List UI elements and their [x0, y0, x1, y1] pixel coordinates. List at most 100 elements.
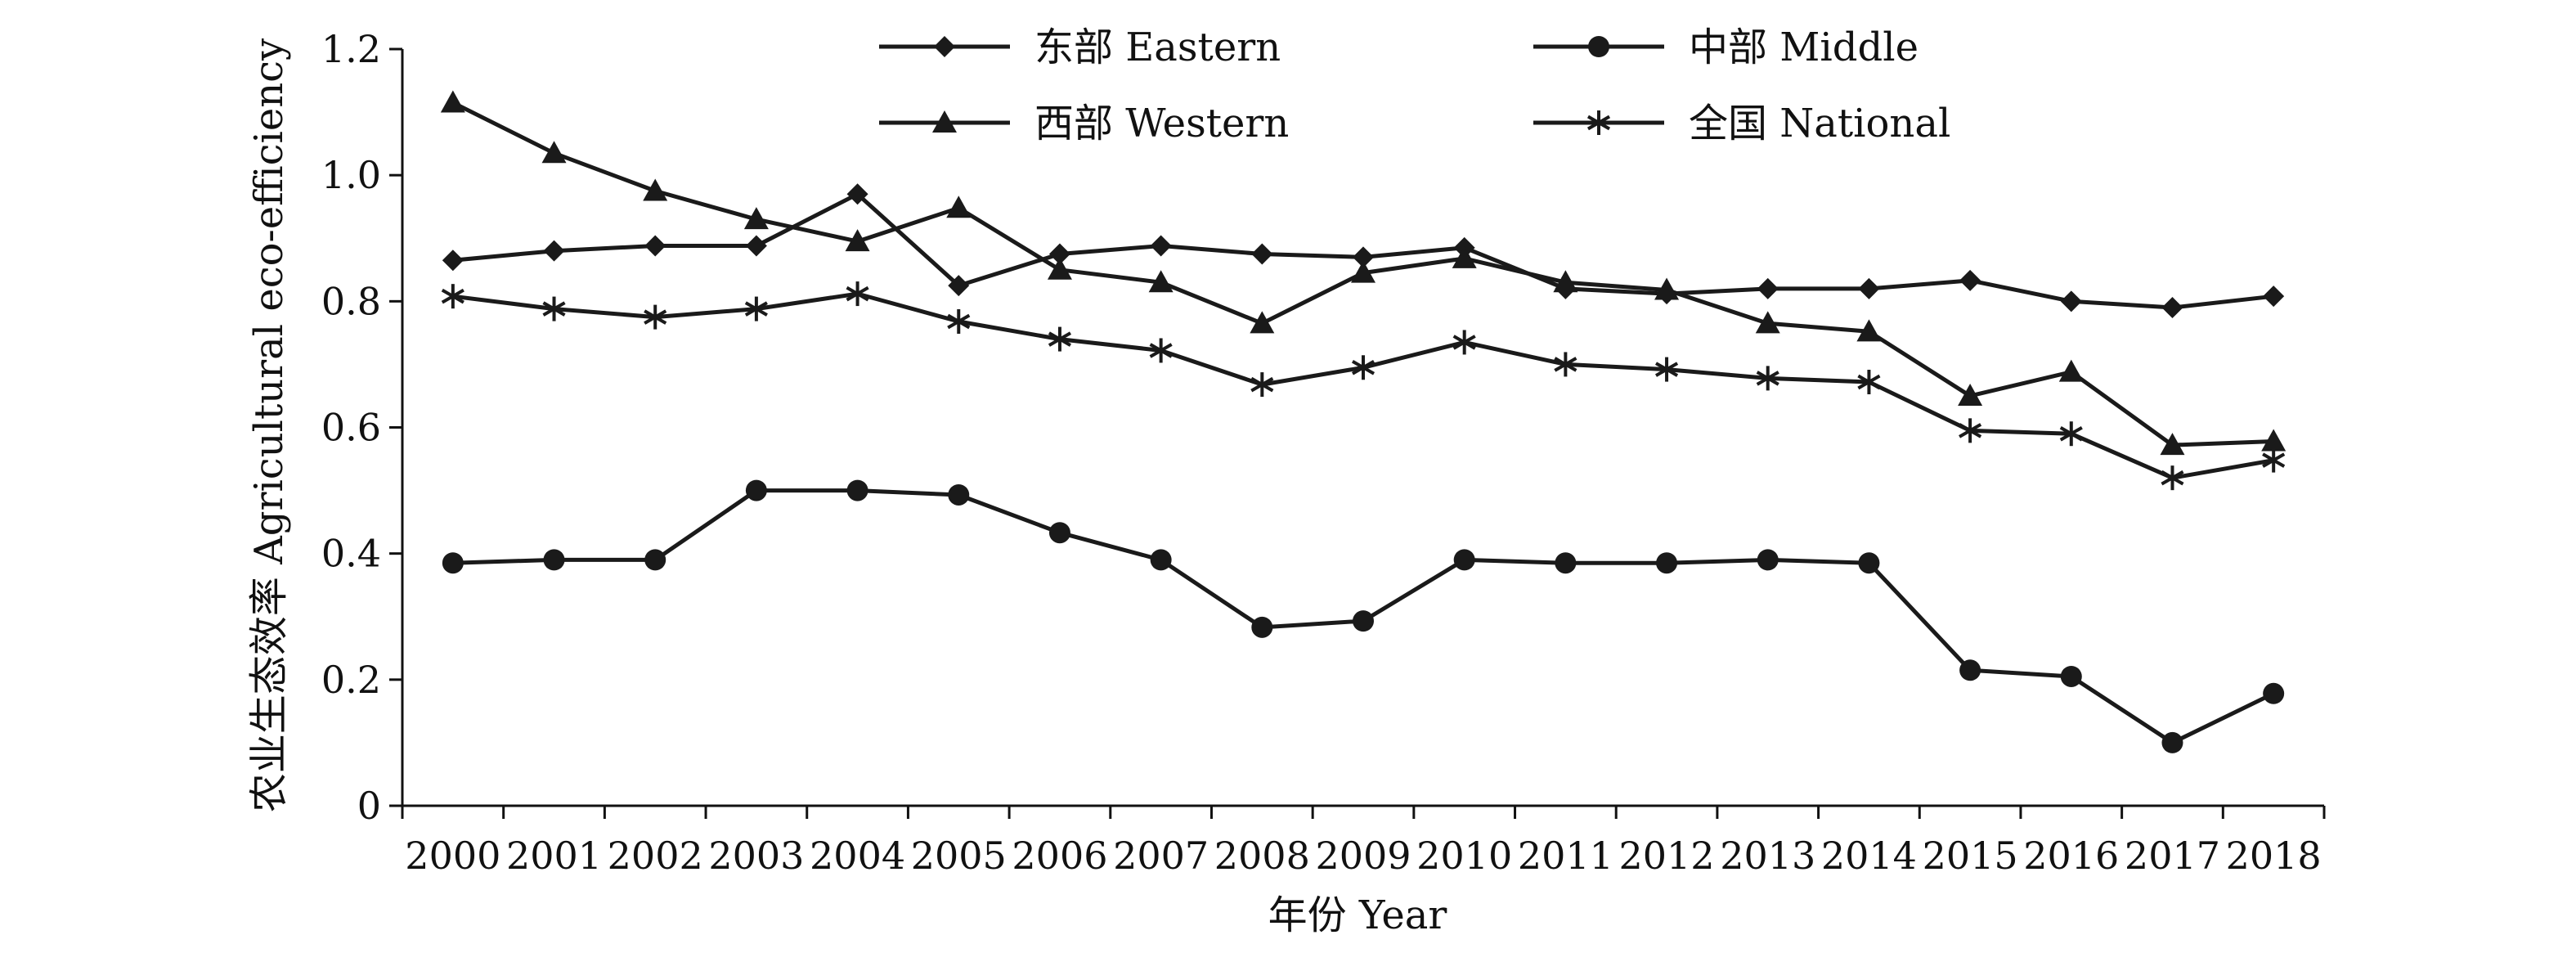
data-point — [1150, 549, 1172, 571]
data-point — [1150, 235, 1172, 257]
data-point — [1251, 616, 1273, 638]
data-point — [1857, 370, 1881, 394]
x-tick-label: 2006 — [1012, 834, 1107, 878]
y-tick-label: 0.4 — [321, 532, 381, 576]
data-point — [1555, 552, 1577, 574]
data-point — [1856, 319, 1882, 342]
data-point — [1959, 659, 1981, 681]
data-point — [947, 309, 971, 334]
x-tick-label: 2001 — [506, 834, 602, 878]
data-point — [1048, 326, 1071, 352]
legend-label: 东部 Eastern — [1034, 25, 1281, 70]
y-axis-ticks: 0 0.2 0.4 0.6 0.8 1.0 1.2 — [321, 27, 402, 828]
data-point — [1756, 366, 1779, 391]
legend: 东部 Eastern 中部 Middle 西部 Western 全国 National — [879, 25, 1950, 146]
data-point — [845, 229, 870, 252]
data-point — [541, 141, 567, 164]
x-tick-label: 2014 — [1821, 834, 1917, 878]
data-point — [644, 304, 667, 330]
series-asterisk — [441, 281, 2286, 491]
y-tick-label: 1.0 — [321, 153, 381, 197]
series-circle — [442, 479, 2285, 753]
data-point — [1554, 352, 1577, 377]
data-point — [1755, 311, 1780, 334]
data-point — [1757, 549, 1779, 571]
y-tick-label: 0.6 — [321, 406, 381, 450]
data-point — [1048, 522, 1070, 544]
x-tick-label: 2017 — [2125, 834, 2220, 878]
x-tick-label: 2012 — [1619, 834, 1715, 878]
data-point — [441, 284, 464, 309]
legend-marker — [934, 36, 955, 57]
x-tick-label: 2015 — [1923, 834, 2018, 878]
data-point — [2161, 731, 2183, 753]
data-point — [1656, 552, 1678, 574]
data-point — [1553, 270, 1578, 293]
data-point — [745, 479, 767, 501]
data-point — [2160, 433, 2185, 456]
data-point — [2058, 359, 2084, 382]
data-point — [644, 549, 666, 571]
data-point — [1452, 245, 1477, 268]
data-point — [442, 552, 464, 574]
data-point — [2161, 297, 2183, 319]
data-point — [1048, 243, 1070, 265]
data-point — [1655, 357, 1679, 382]
y-tick-label: 1.2 — [321, 27, 381, 71]
x-tick-label: 2005 — [911, 834, 1007, 878]
data-point — [643, 178, 668, 201]
data-point — [1047, 257, 1072, 280]
x-tick-label: 2003 — [708, 834, 804, 878]
data-point — [946, 196, 972, 218]
data-point — [1858, 552, 1880, 574]
data-point — [2060, 665, 2082, 687]
data-point — [1351, 260, 1376, 283]
data-point — [2161, 465, 2184, 491]
legend-marker — [932, 110, 957, 133]
y-tick-label: 0 — [357, 784, 381, 828]
data-point — [744, 296, 768, 321]
legend-label: 西部 Western — [1034, 101, 1289, 146]
y-tick-label: 0.8 — [321, 279, 381, 323]
data-point — [948, 275, 970, 297]
chart-axes — [401, 49, 2324, 807]
x-tick-label: 2002 — [608, 834, 703, 878]
x-tick-label: 2000 — [405, 834, 500, 878]
x-tick-label: 2007 — [1113, 834, 1209, 878]
data-point — [743, 207, 769, 230]
legend-item: 东部 Eastern — [879, 25, 1281, 70]
data-point — [2262, 447, 2286, 473]
data-point — [1148, 270, 1174, 293]
data-point — [846, 479, 868, 501]
series-diamond — [442, 183, 2285, 319]
data-point — [440, 90, 465, 113]
data-point — [1959, 269, 1981, 291]
series-triangle — [440, 90, 2287, 456]
x-tick-label: 2011 — [1518, 834, 1613, 878]
x-tick-label: 2004 — [810, 834, 905, 878]
y-tick-label: 0.2 — [321, 658, 381, 702]
data-point — [1353, 246, 1374, 268]
data-point — [543, 549, 565, 571]
data-point — [2059, 421, 2083, 447]
x-axis-title: 年份 Year — [1268, 892, 1447, 938]
series-line — [452, 291, 2274, 480]
data-point — [1353, 610, 1374, 632]
data-point — [542, 296, 566, 321]
legend-item: 全国 National — [1533, 101, 1950, 146]
x-tick-label: 2016 — [2023, 834, 2119, 878]
legend-marker — [1586, 110, 1611, 135]
data-point — [948, 483, 970, 506]
y-axis-title: 农业生态效率 Agricultural eco-efficiency — [246, 38, 292, 812]
data-point — [2261, 429, 2287, 452]
data-point — [644, 235, 666, 257]
data-point — [1251, 243, 1273, 265]
data-point — [2060, 290, 2082, 312]
data-point — [1858, 277, 1880, 299]
series-layer — [440, 90, 2287, 753]
data-point — [1958, 383, 1983, 406]
legend-marker — [1588, 36, 1609, 57]
legend-label: 全国 National — [1689, 101, 1950, 146]
data-point — [1453, 549, 1475, 571]
